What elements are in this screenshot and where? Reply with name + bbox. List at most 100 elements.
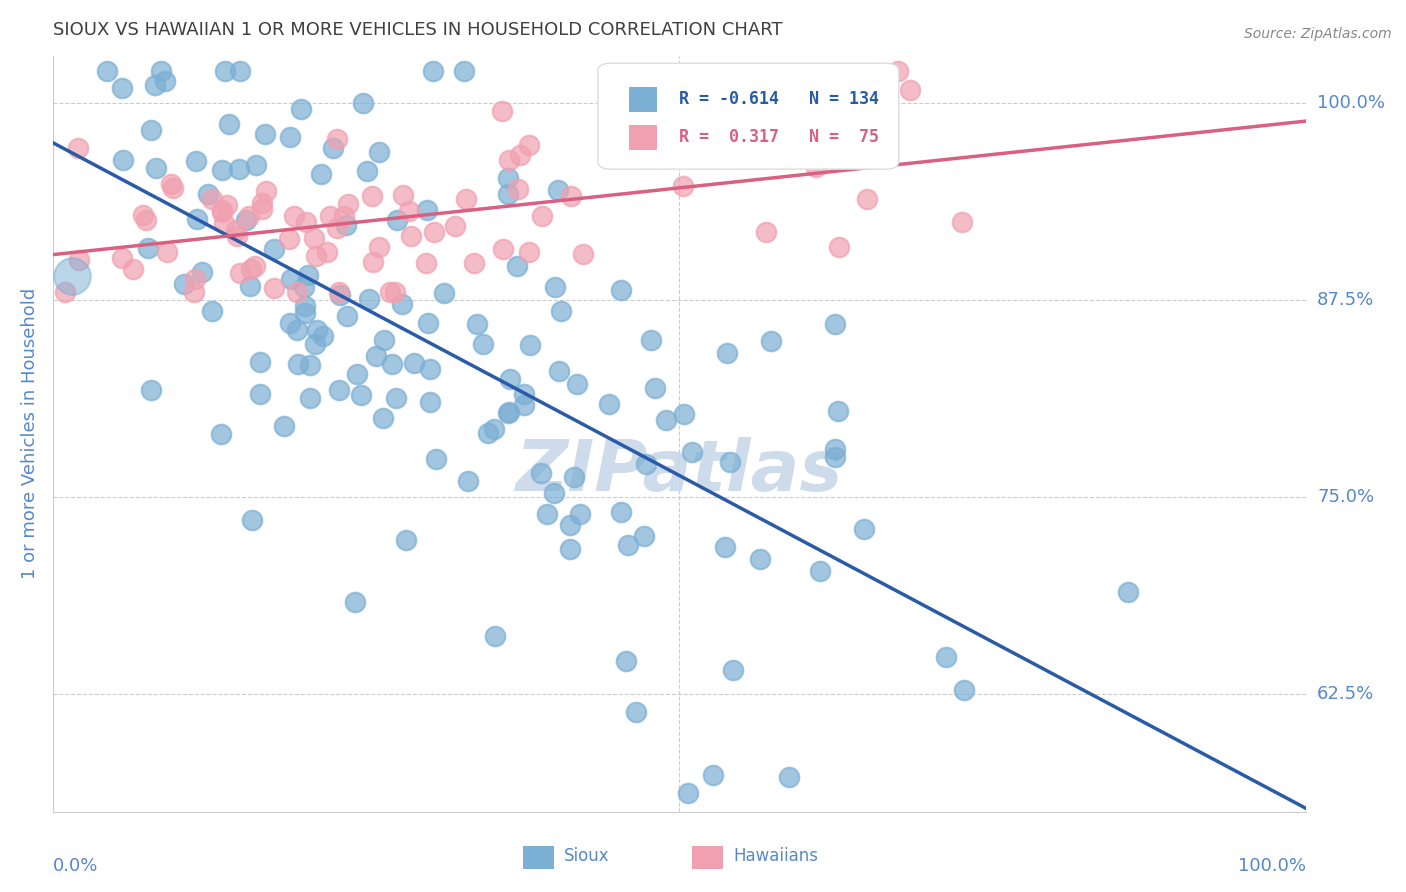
Point: [465, 317, 488, 331]
Point: [633, 529, 655, 543]
Point: [150, 64, 173, 78]
Point: [547, 183, 569, 197]
Point: [453, 64, 475, 78]
Point: [392, 188, 415, 202]
Point: [432, 285, 454, 300]
Point: [218, 117, 240, 131]
Point: [143, 78, 166, 92]
Point: [225, 223, 247, 237]
Point: [299, 358, 322, 372]
Point: [508, 182, 530, 196]
Text: 0.0%: 0.0%: [52, 857, 98, 875]
Point: [309, 168, 332, 182]
Point: [319, 209, 342, 223]
Point: [716, 346, 738, 360]
Point: [672, 407, 695, 421]
Point: [273, 418, 295, 433]
Point: [887, 64, 910, 78]
Point: [748, 552, 770, 566]
Point: [111, 81, 134, 95]
Point: [569, 507, 592, 521]
Point: [67, 253, 90, 268]
Point: [419, 362, 441, 376]
Point: [361, 189, 384, 203]
Point: [280, 272, 302, 286]
Point: [512, 386, 534, 401]
Point: [159, 178, 181, 192]
Point: [356, 163, 378, 178]
Point: [333, 209, 356, 223]
Point: [681, 445, 703, 459]
Point: [283, 209, 305, 223]
Point: [702, 768, 724, 782]
Point: [367, 240, 389, 254]
Point: [278, 232, 301, 246]
Point: [239, 261, 262, 276]
Point: [235, 212, 257, 227]
Point: [624, 705, 647, 719]
Point: [294, 299, 316, 313]
Point: [610, 283, 633, 297]
Point: [402, 356, 425, 370]
Text: Hawaiians: Hawaiians: [734, 847, 818, 865]
Point: [298, 391, 321, 405]
Point: [350, 388, 373, 402]
Point: [250, 195, 273, 210]
Point: [636, 457, 658, 471]
Point: [952, 682, 974, 697]
Point: [335, 218, 357, 232]
Point: [263, 281, 285, 295]
Point: [654, 413, 676, 427]
Point: [536, 508, 558, 522]
Point: [471, 337, 494, 351]
Point: [373, 333, 395, 347]
FancyBboxPatch shape: [630, 125, 657, 150]
Point: [361, 255, 384, 269]
Point: [761, 138, 783, 153]
Point: [228, 161, 250, 176]
Point: [96, 64, 118, 78]
Point: [357, 292, 380, 306]
Point: [558, 518, 581, 533]
Point: [141, 384, 163, 398]
Text: ZIPatlas: ZIPatlas: [516, 437, 844, 506]
Point: [53, 285, 76, 299]
Point: [415, 256, 437, 270]
Point: [506, 259, 529, 273]
Point: [950, 215, 973, 229]
Point: [457, 474, 479, 488]
Point: [492, 242, 515, 256]
Point: [425, 451, 447, 466]
Point: [346, 368, 368, 382]
Point: [827, 404, 849, 418]
Point: [496, 187, 519, 202]
Text: 100.0%: 100.0%: [1317, 94, 1385, 112]
Point: [217, 198, 239, 212]
Point: [498, 153, 520, 167]
Point: [491, 103, 513, 118]
Point: [398, 203, 420, 218]
Point: [548, 364, 571, 378]
Point: [824, 442, 846, 456]
Point: [197, 186, 219, 201]
Point: [416, 316, 439, 330]
Point: [614, 654, 637, 668]
FancyBboxPatch shape: [692, 846, 723, 869]
Point: [67, 140, 90, 154]
Point: [562, 469, 585, 483]
Point: [280, 130, 302, 145]
Point: [496, 405, 519, 419]
Point: [898, 83, 921, 97]
Point: [183, 285, 205, 299]
FancyBboxPatch shape: [523, 846, 554, 869]
Point: [304, 336, 326, 351]
Point: [249, 355, 271, 369]
Point: [444, 219, 467, 233]
Point: [676, 786, 699, 800]
Point: [416, 202, 439, 217]
Point: [530, 466, 553, 480]
Point: [307, 323, 329, 337]
Point: [572, 246, 595, 260]
Point: [517, 244, 540, 259]
Point: [530, 209, 553, 223]
